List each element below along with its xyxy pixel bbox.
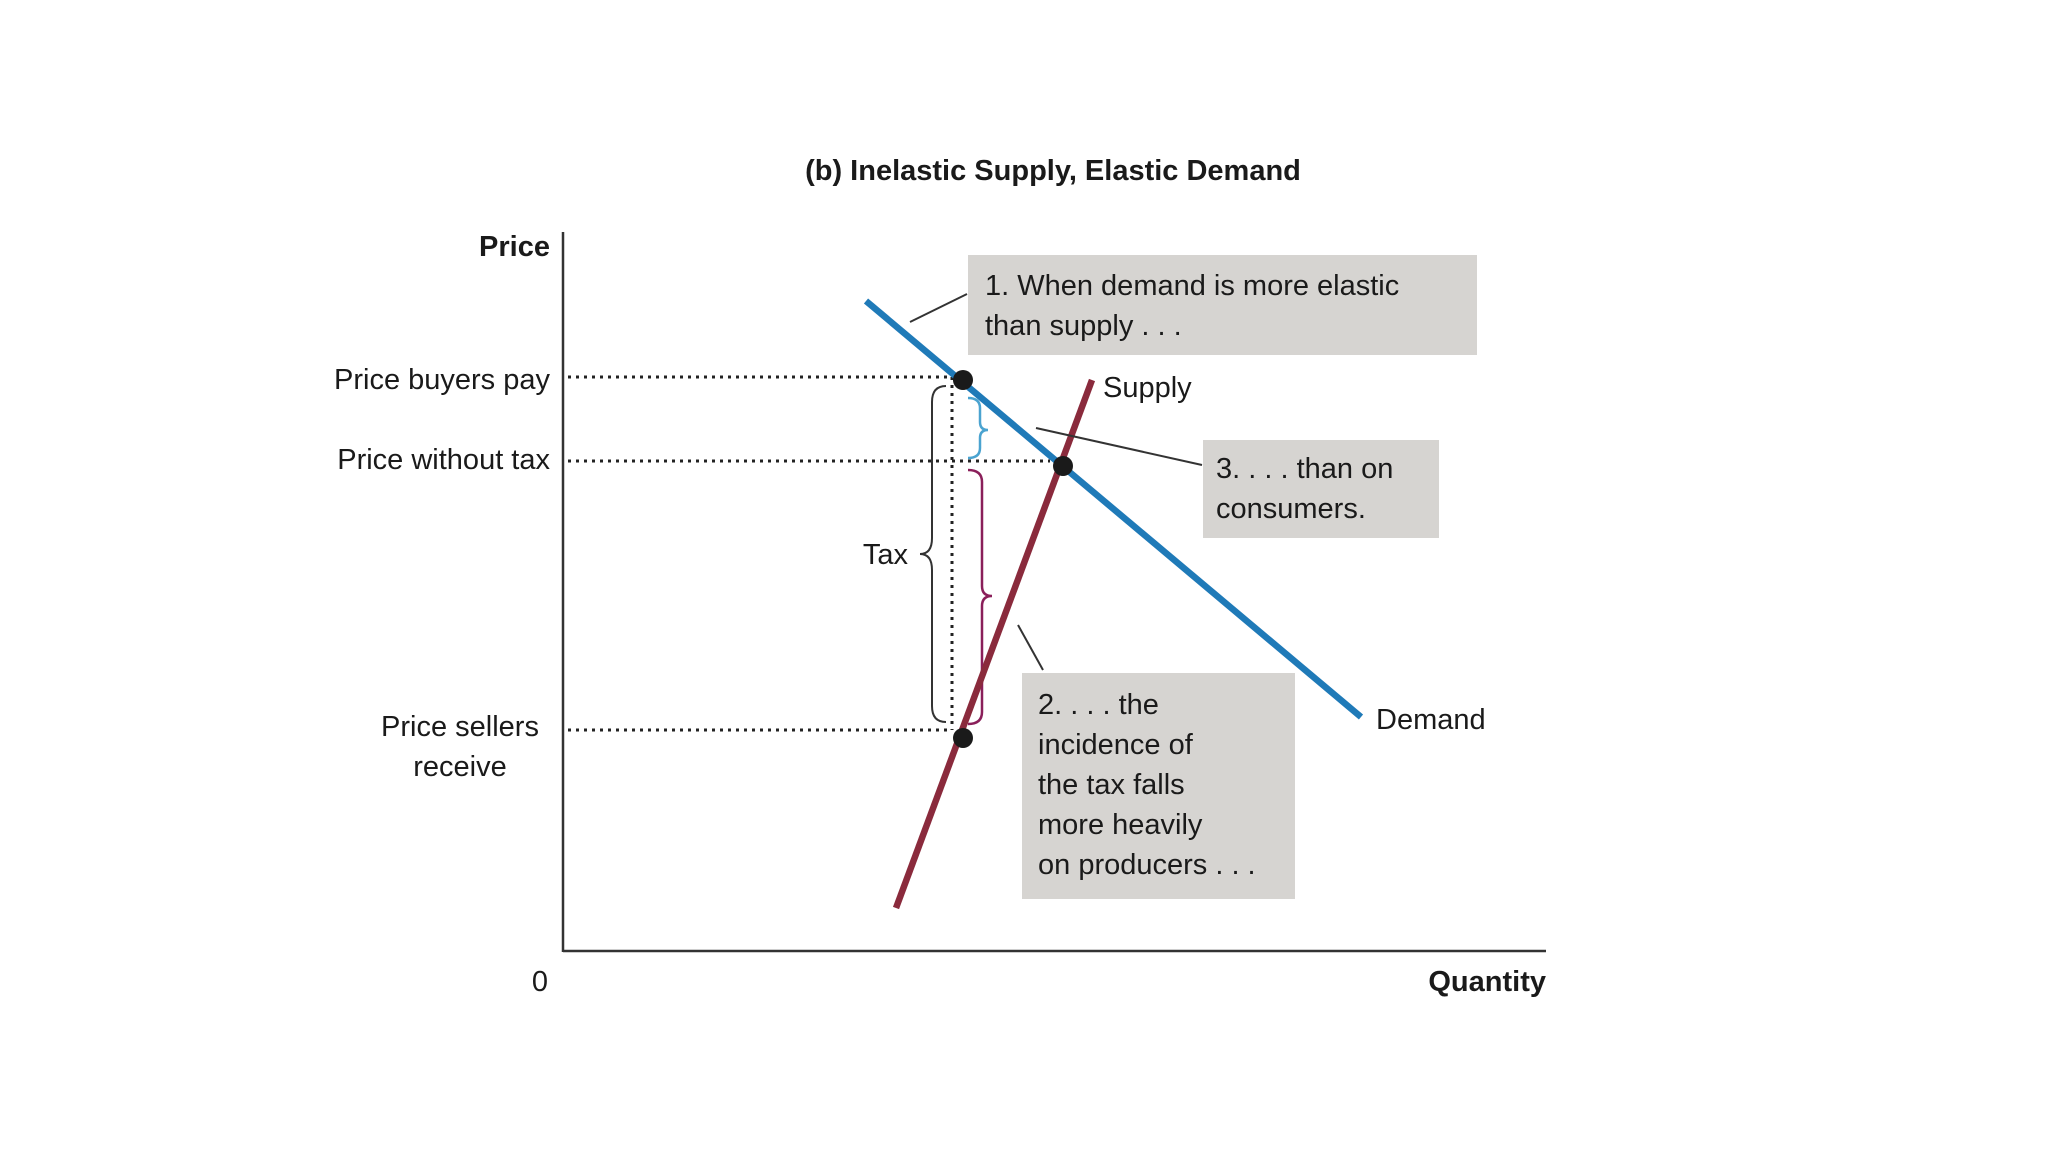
tax-brace — [919, 385, 947, 723]
note1-callout: 1. When demand is more elastic than supp… — [968, 255, 1477, 355]
note1-line2: than supply . . . — [985, 310, 1182, 342]
note2-line2: incidence of — [1038, 729, 1194, 761]
note3-leader — [1035, 427, 1203, 466]
demand-curve — [863, 298, 1364, 720]
note3-callout: 3. . . . than on consumers. — [1203, 440, 1439, 538]
tax-label: Tax — [863, 539, 909, 571]
y-axis-title: Price — [479, 231, 550, 263]
supply-label: Supply — [1103, 372, 1192, 404]
label-price-sellers-receive: Price sellers — [381, 711, 539, 743]
note3-box — [1203, 440, 1439, 538]
figure-title: (b) Inelastic Supply, Elastic Demand — [805, 155, 1301, 187]
note2-leader — [1017, 624, 1044, 671]
note2-line4: more heavily — [1038, 809, 1203, 841]
point-equilibrium — [1053, 456, 1073, 476]
note2-box — [1022, 673, 1295, 899]
note2-line5: on producers . . . — [1038, 849, 1256, 881]
note2-line3: the tax falls — [1038, 769, 1185, 801]
note1-line1: 1. When demand is more elastic — [985, 270, 1399, 302]
note3-line1: 3. . . . than on — [1216, 453, 1393, 485]
guide-lines — [568, 375, 1050, 732]
point-buyers-price — [953, 370, 973, 390]
label-price-without-tax: Price without tax — [337, 444, 550, 476]
x-axis-title: Quantity — [1428, 966, 1546, 998]
note2-callout: 2. . . . the incidence of the tax falls … — [1022, 673, 1295, 899]
demand-label: Demand — [1376, 704, 1486, 736]
note1-leader — [909, 293, 968, 323]
note2-line1: 2. . . . the — [1038, 689, 1159, 721]
note3-line2: consumers. — [1216, 493, 1366, 525]
point-sellers-price — [953, 728, 973, 748]
producer-share-brace — [967, 468, 993, 726]
note1-box — [968, 255, 1477, 355]
label-price-buyers-pay: Price buyers pay — [334, 364, 550, 396]
consumer-share-brace — [967, 396, 989, 460]
origin-label: 0 — [532, 966, 548, 998]
label-price-sellers-receive-line2: receive — [413, 751, 507, 783]
